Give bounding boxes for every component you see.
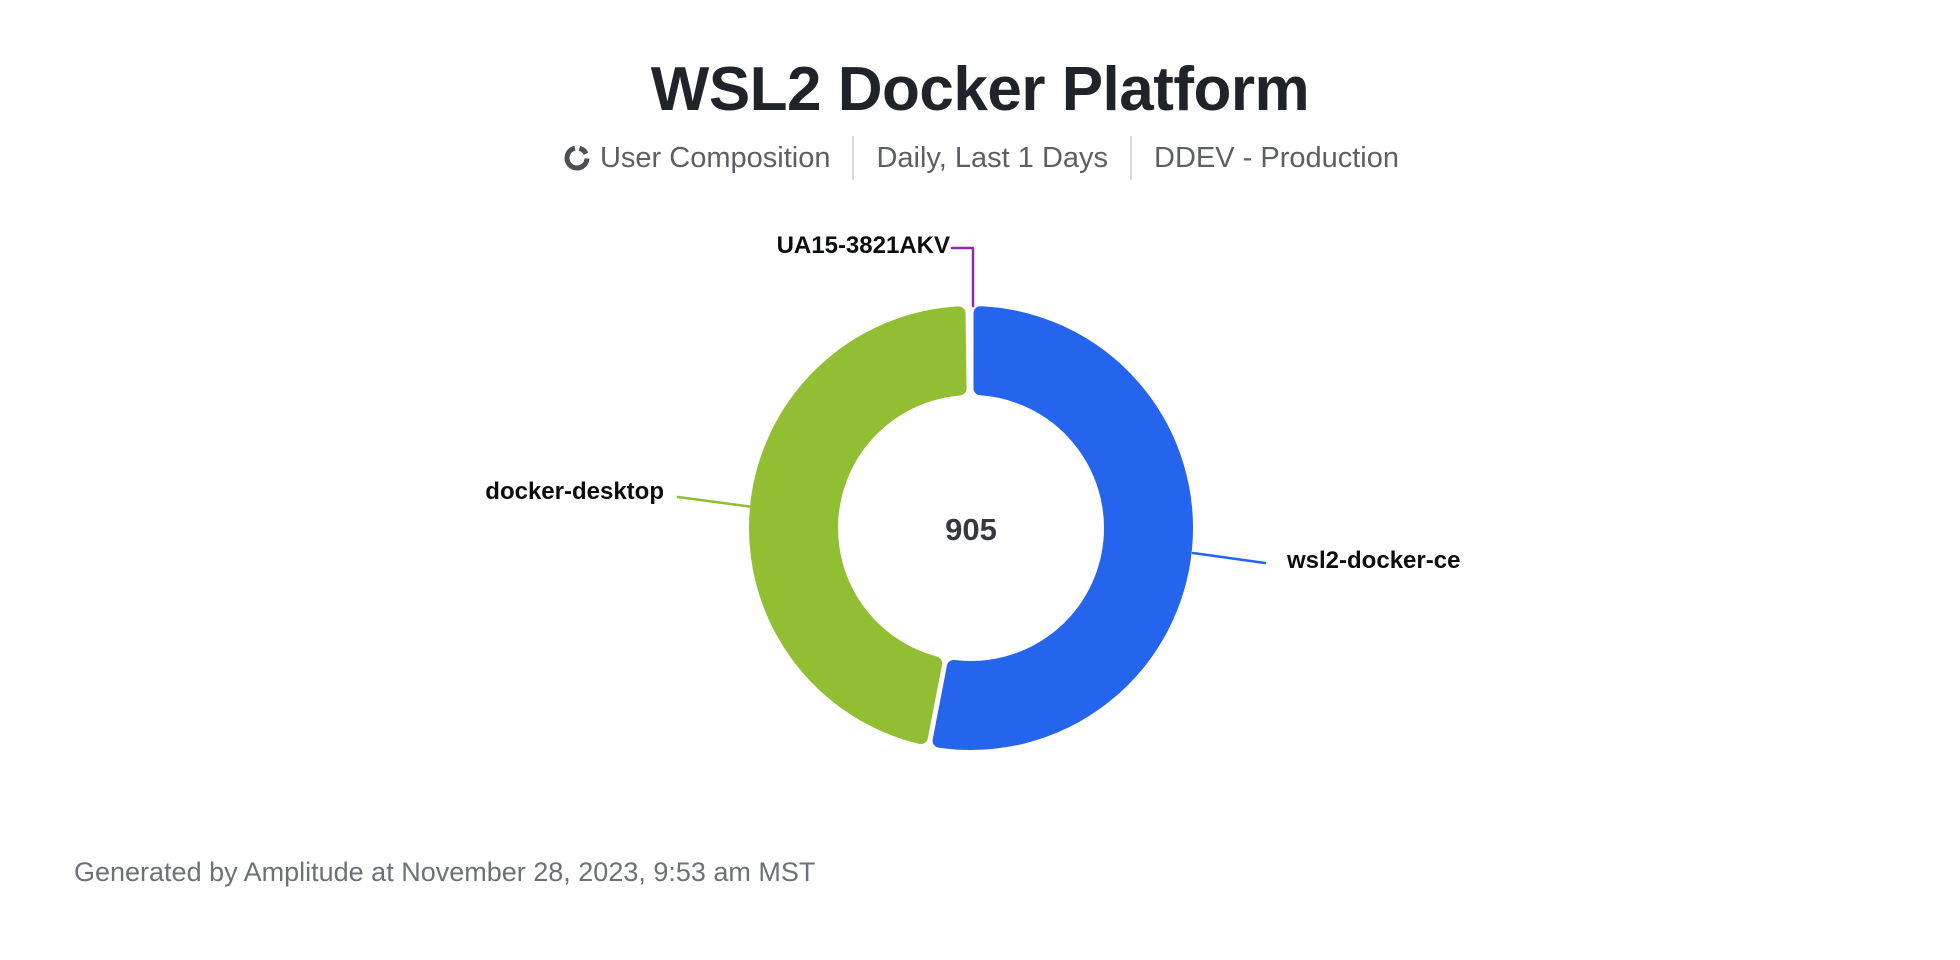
chart-subtitle-row: User Composition Daily, Last 1 Days DDEV… bbox=[0, 136, 1960, 181]
chart-type-label: User Composition bbox=[599, 141, 831, 174]
donut-center-total: 905 bbox=[945, 512, 997, 547]
donut-chart-icon bbox=[561, 142, 593, 174]
donut-slices bbox=[749, 306, 1193, 750]
slice-label-docker-desktop: docker-desktop bbox=[485, 478, 664, 505]
date-range-label: Daily, Last 1 Days bbox=[876, 141, 1109, 174]
generated-by-text: Generated by Amplitude at November 28, 2… bbox=[74, 857, 816, 887]
slice-label-ua15-3821akv: UA15-3821AKV bbox=[776, 232, 950, 259]
slice-label-wsl2-docker-ce: wsl2-docker-ce bbox=[1287, 547, 1461, 574]
chart-type-item: User Composition bbox=[561, 142, 830, 175]
chart-header: WSL2 Docker Platform User Composition Da… bbox=[0, 0, 1960, 181]
leader-line-ua15 bbox=[950, 246, 975, 308]
leader-line-docker-desktop bbox=[676, 495, 755, 509]
subtitle-divider bbox=[1130, 136, 1133, 181]
donut-slice-wsl2-docker-ce bbox=[932, 306, 1193, 750]
subtitle-divider bbox=[852, 136, 855, 181]
donut-slice-docker-desktop bbox=[749, 306, 967, 745]
page-title: WSL2 Docker Platform bbox=[650, 55, 1310, 124]
leader-line-wsl2-docker-ce bbox=[1191, 551, 1267, 565]
project-label: DDEV - Production bbox=[1154, 141, 1400, 174]
